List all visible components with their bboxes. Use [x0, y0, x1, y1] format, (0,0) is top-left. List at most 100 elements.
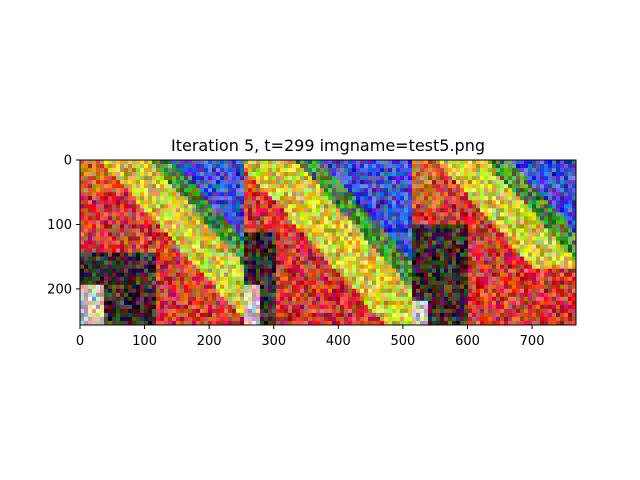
image-pixel [292, 236, 297, 241]
image-pixel [556, 208, 561, 213]
image-pixel [536, 164, 541, 169]
image-pixel [284, 232, 289, 237]
image-pixel [356, 180, 361, 185]
image-pixel [116, 300, 121, 306]
image-pixel [380, 284, 385, 290]
image-pixel [504, 296, 509, 302]
image-pixel [280, 220, 285, 225]
image-pixel [524, 172, 529, 177]
image-pixel [464, 232, 469, 237]
image-pixel [548, 276, 553, 282]
image-pixel [92, 196, 97, 201]
image-pixel [472, 256, 477, 261]
image-pixel [408, 248, 413, 253]
image-pixel [520, 232, 525, 237]
image-pixel [448, 172, 453, 177]
image-pixel [412, 208, 417, 213]
image-pixel [240, 192, 245, 197]
image-pixel [80, 292, 85, 298]
image-pixel [188, 216, 193, 221]
image-pixel [424, 252, 429, 257]
image-pixel [392, 184, 397, 189]
image-pixel [376, 316, 381, 322]
image-pixel [116, 220, 121, 225]
image-pixel [176, 288, 181, 294]
image-pixel [288, 308, 293, 314]
image-pixel [88, 236, 93, 241]
image-pixel [436, 168, 441, 173]
image-pixel [492, 232, 497, 237]
image-pixel [556, 196, 561, 201]
image-pixel [216, 240, 221, 245]
image-pixel [92, 240, 97, 245]
image-pixel [448, 232, 453, 237]
image-pixel [572, 216, 577, 221]
image-pixel [332, 300, 337, 306]
image-pixel [160, 308, 165, 314]
image-pixel [320, 192, 325, 197]
image-pixel [412, 276, 417, 282]
image-pixel [432, 212, 437, 217]
image-pixel [104, 288, 109, 294]
image-pixel [232, 220, 237, 225]
image-pixel [184, 320, 189, 326]
image-pixel [288, 176, 293, 181]
image-pixel [460, 288, 465, 294]
image-pixel [148, 188, 153, 193]
image-pixel [568, 304, 573, 310]
image-pixel [372, 260, 377, 265]
image-pixel [500, 252, 505, 257]
image-pixel [408, 160, 413, 165]
image-pixel [428, 232, 433, 237]
image-pixel [492, 168, 497, 173]
image-pixel [188, 276, 193, 282]
image-pixel [444, 304, 449, 310]
image-pixel [172, 216, 177, 221]
image-pixel [484, 308, 489, 314]
image-pixel [252, 244, 257, 249]
image-pixel [328, 300, 333, 306]
image-pixel [176, 292, 181, 298]
image-pixel [284, 272, 289, 277]
image-pixel [536, 224, 541, 229]
image-pixel [276, 248, 281, 253]
image-pixel [156, 252, 161, 257]
image-pixel [404, 288, 409, 294]
image-pixel [96, 164, 101, 169]
image-pixel [308, 300, 313, 306]
image-pixel [344, 200, 349, 205]
image-pixel [252, 204, 257, 209]
image-pixel [88, 296, 93, 302]
image-pixel [132, 196, 137, 201]
image-pixel [204, 320, 209, 326]
image-pixel [560, 300, 565, 306]
image-pixel [276, 224, 281, 229]
image-pixel [88, 200, 93, 205]
image-pixel [420, 192, 425, 197]
image-pixel [168, 320, 173, 326]
image-pixel [108, 248, 113, 253]
image-pixel [336, 296, 341, 302]
image-pixel [356, 284, 361, 290]
image-pixel [176, 184, 181, 189]
image-pixel [308, 256, 313, 261]
image-pixel [304, 208, 309, 213]
image-pixel [204, 304, 209, 310]
image-pixel [504, 196, 509, 201]
image-pixel [560, 200, 565, 205]
image-pixel [272, 172, 277, 177]
image-pixel [504, 200, 509, 205]
image-pixel [428, 276, 433, 282]
image-pixel [256, 216, 261, 221]
image-pixel [524, 180, 529, 185]
image-pixel [232, 296, 237, 302]
image-pixel [80, 216, 85, 221]
image-pixel [484, 292, 489, 298]
image-pixel [244, 200, 249, 205]
image-pixel [440, 316, 445, 322]
image-pixel [280, 188, 285, 193]
image-pixel [356, 276, 361, 282]
image-pixel [124, 296, 129, 302]
image-pixel [424, 228, 429, 233]
image-pixel [448, 240, 453, 245]
